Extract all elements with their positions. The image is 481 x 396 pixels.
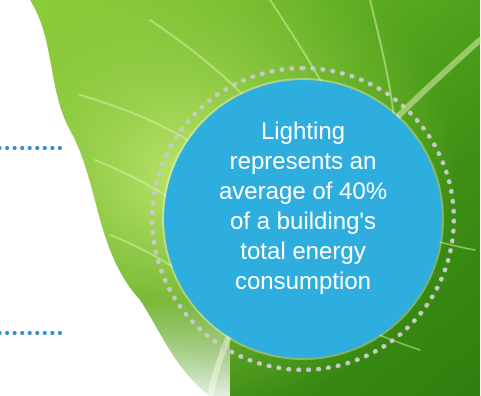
callout-line: average of 40%	[218, 178, 388, 205]
badge-dotted-ring	[150, 66, 456, 372]
callout-text: Lighting represents an average of 40% of…	[178, 117, 428, 297]
dotted-leader-line-lower	[0, 331, 62, 335]
callout-badge	[164, 80, 442, 358]
callout-line: total energy	[240, 238, 366, 265]
callout-line: consumption	[234, 268, 372, 295]
callout-line: Lighting	[260, 118, 346, 145]
dotted-leader-line-upper	[0, 146, 62, 150]
callout-line: represents an	[229, 148, 377, 175]
callout-line: of a building's	[229, 208, 376, 235]
